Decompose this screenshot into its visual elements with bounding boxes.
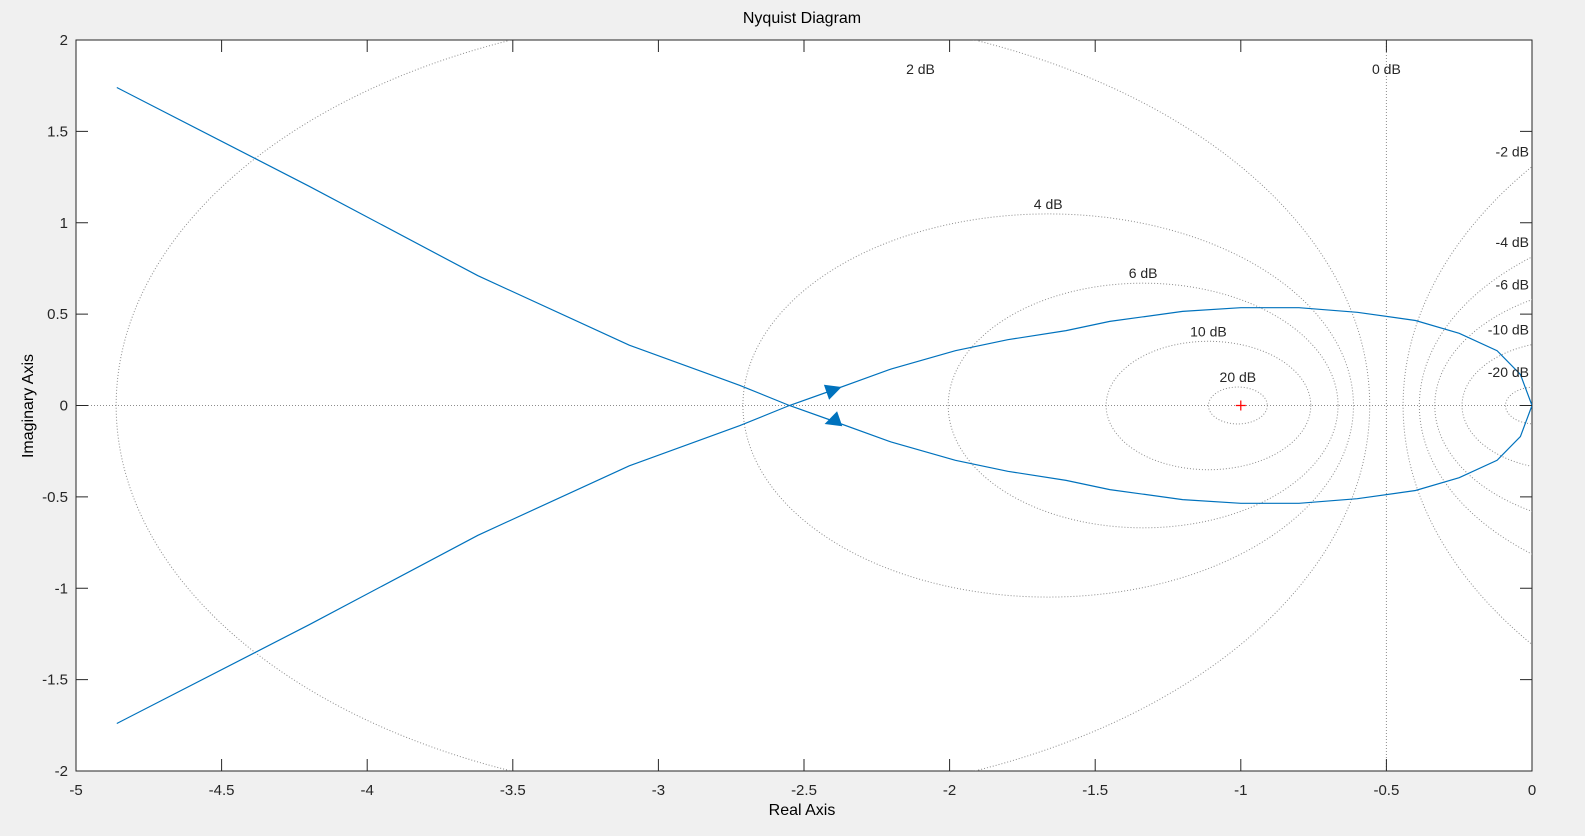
y-tick-label: 1.5 xyxy=(47,123,68,140)
m-circle-4db xyxy=(742,213,1354,598)
x-tick-label: -5 xyxy=(69,782,82,799)
x-tick-label: -4.5 xyxy=(209,782,235,799)
critical-point-marker xyxy=(1235,400,1246,411)
x-axis-label: Real Axis xyxy=(769,802,836,819)
y-tick-label: 2 xyxy=(60,32,68,49)
x-tick-label: -2 xyxy=(943,782,956,799)
m-circle-grid xyxy=(76,40,1532,771)
axes-background xyxy=(75,39,1533,772)
y-tick-label: -1 xyxy=(55,580,68,597)
m-circle-label-6db: 6 dB xyxy=(1129,265,1158,281)
m-circle-neg20db xyxy=(1505,386,1532,425)
x-tick-label: -3 xyxy=(652,782,665,799)
m-circle-20db xyxy=(1207,386,1268,425)
y-tick-label: -2 xyxy=(55,763,68,780)
x-tick-label: -1 xyxy=(1234,782,1247,799)
m-circle-label-10db: 10 dB xyxy=(1190,323,1227,339)
y-tick-label: 0.5 xyxy=(47,306,68,323)
x-tick-label: -0.5 xyxy=(1373,782,1399,799)
m-circle-neg6db xyxy=(1434,299,1532,512)
x-tick-label: -1.5 xyxy=(1082,782,1108,799)
m-circle-neg10db xyxy=(1461,344,1532,467)
m-circle-label-neg10db: -10 dB xyxy=(1488,322,1529,338)
x-tick-label: -4 xyxy=(361,782,374,799)
m-circle-10db xyxy=(1105,340,1312,471)
m-circle-labels: 2 dB 4 dB 6 dB 10 dB 20 dB -2 dB -4 dB -6 dB -10… xyxy=(906,61,1529,385)
m-circle-6db xyxy=(947,282,1339,529)
y-tick-label: 1 xyxy=(60,215,68,232)
x-tick-label: -3.5 xyxy=(500,782,526,799)
y-tick-label: -1.5 xyxy=(42,672,68,689)
m-circle-label-neg2db: -2 dB xyxy=(1496,144,1529,160)
axis-ticks: -5 -4.5 -4 -3.5 -3 -2.5 -2 -1.5 -1 -0.5 0 -2 -1.5 -1 -… xyxy=(42,32,1536,799)
x-tick-label: -2.5 xyxy=(791,782,817,799)
chart-title: Nyquist Diagram xyxy=(743,10,861,27)
x-tick-label: 0 xyxy=(1528,782,1536,799)
direction-arrow-2 xyxy=(824,411,843,427)
direction-arrow-1 xyxy=(823,384,842,400)
m-circle-label-4db: 4 dB xyxy=(1034,196,1063,212)
m-circle-label-neg20db: -20 dB xyxy=(1488,364,1529,380)
y-tick-label: -0.5 xyxy=(42,489,68,506)
m-circle-neg2db xyxy=(1402,166,1532,645)
m-circle-label-neg6db: -6 dB xyxy=(1496,277,1529,293)
nyquist-curve-1 xyxy=(116,86,1532,725)
m-circle-2db xyxy=(115,40,1371,771)
m-circle-label-20db: 20 dB xyxy=(1220,369,1257,385)
y-axis-label: Imaginary Axis xyxy=(20,354,37,458)
zero-db-label: 0 dB xyxy=(1372,61,1401,77)
y-tick-label: 0 xyxy=(60,398,68,415)
m-circle-label-neg4db: -4 dB xyxy=(1496,234,1529,250)
nyquist-series xyxy=(116,86,1532,725)
m-circle-label-2db: 2 dB xyxy=(906,61,935,77)
